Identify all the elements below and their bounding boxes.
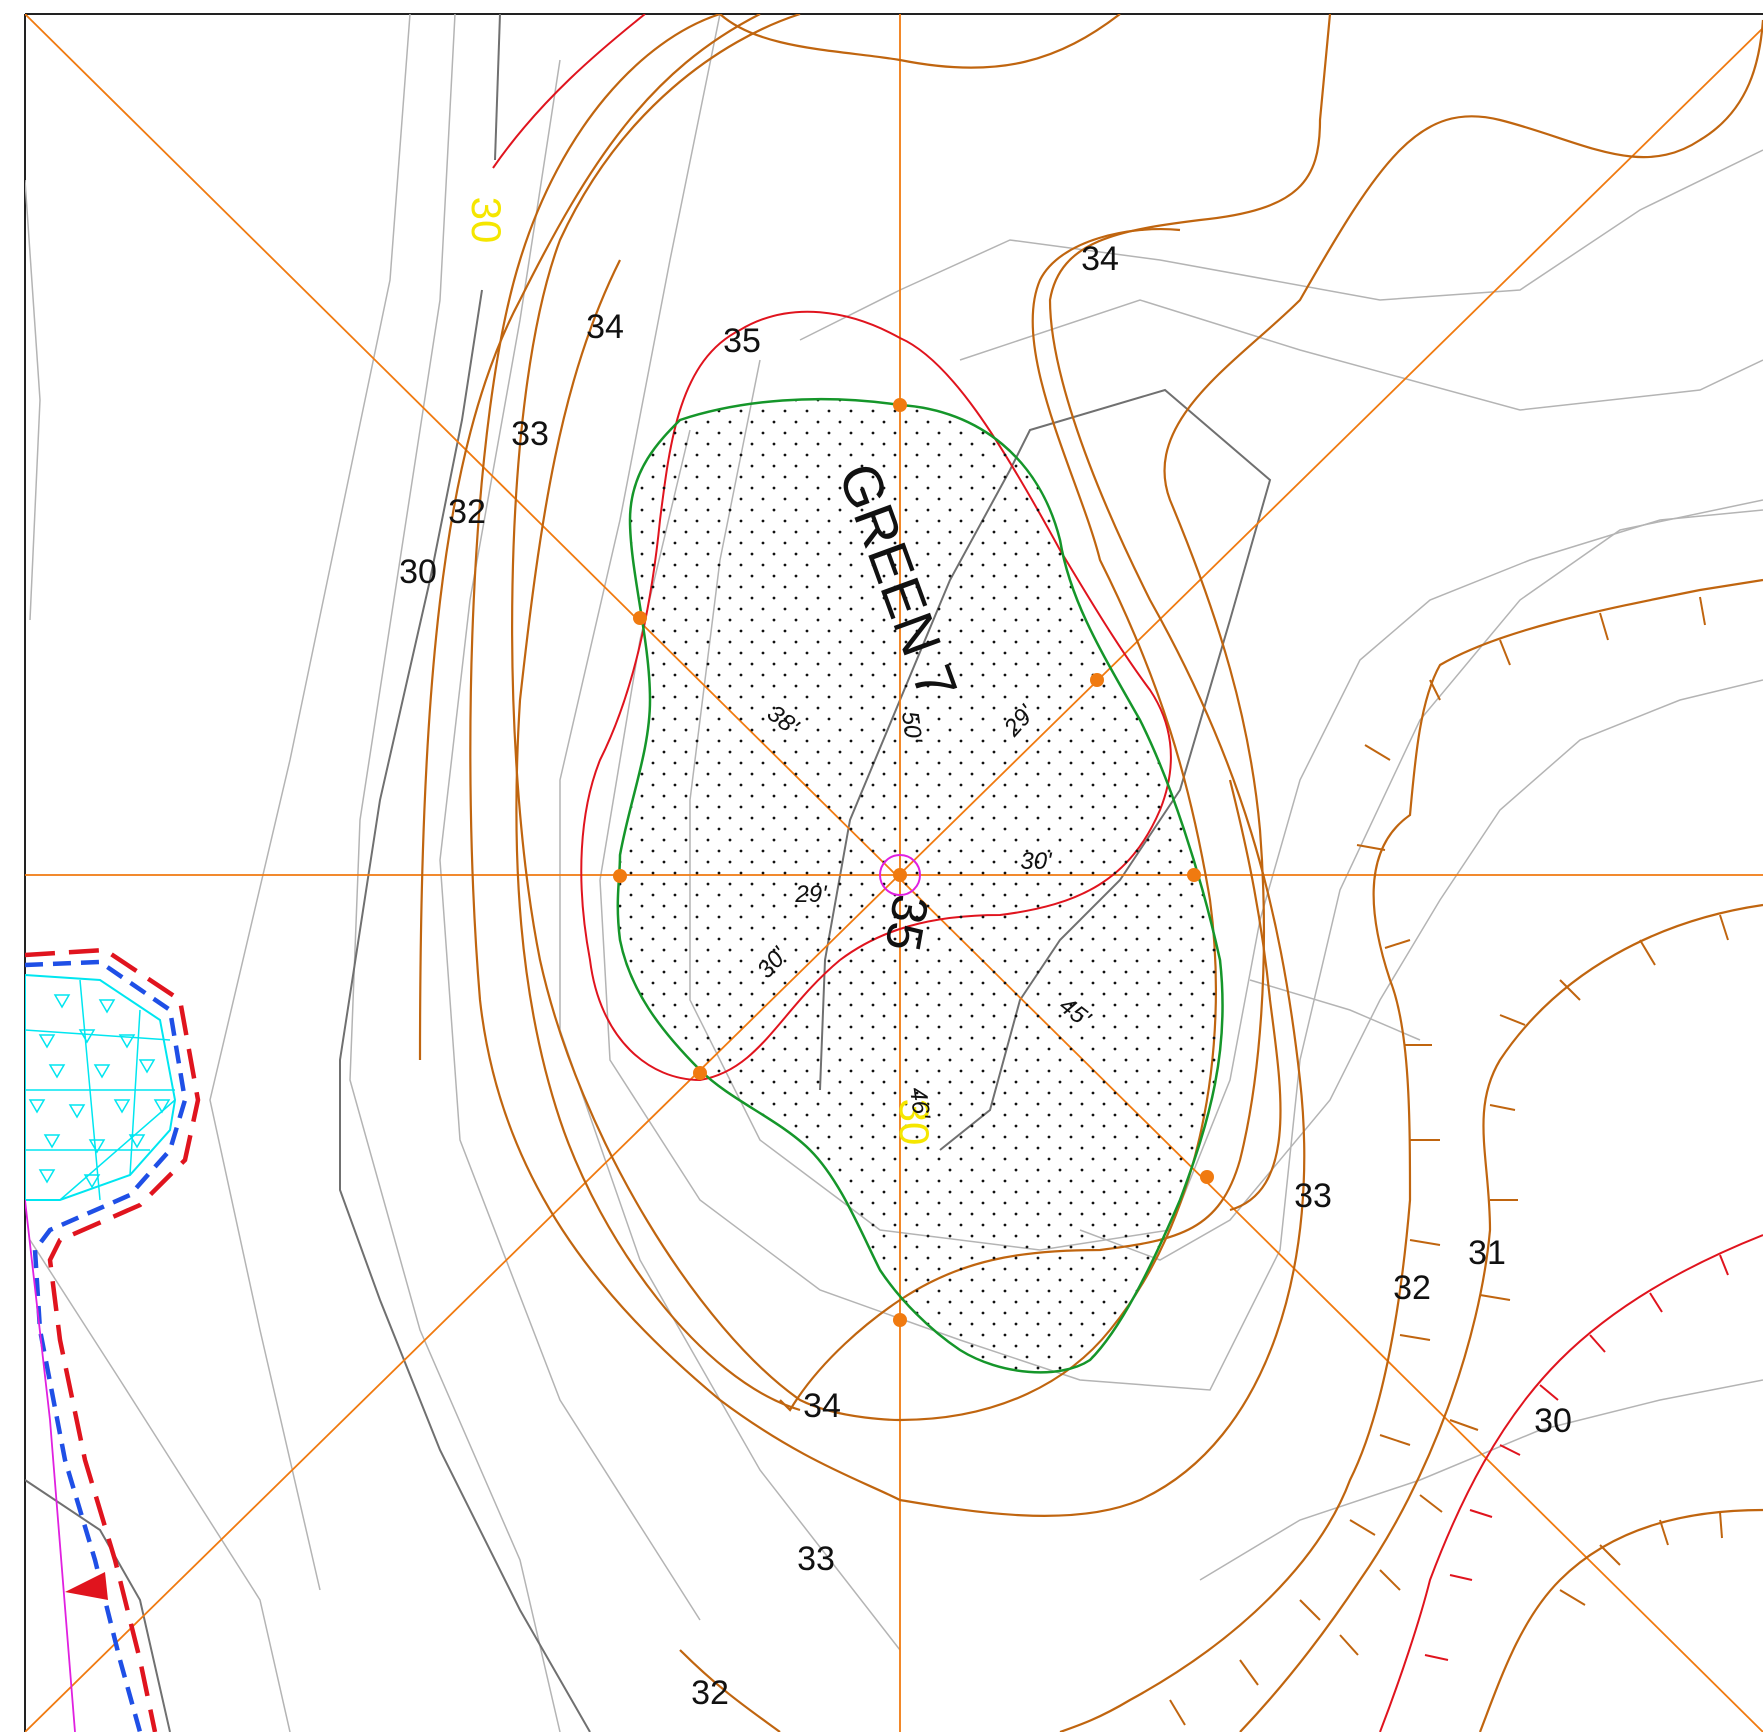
contour-label: 33	[511, 415, 549, 453]
contour-label: 34	[803, 1387, 841, 1425]
stake-point	[1200, 1170, 1214, 1184]
contour-label: 32	[691, 1674, 729, 1712]
contour-label: 30	[463, 197, 510, 244]
dimension-east: 30'	[1020, 848, 1053, 875]
pin-position-marker	[879, 854, 921, 896]
slope-ticks	[1169, 596, 1729, 1726]
contour-label: 33	[797, 1540, 835, 1578]
green-surface	[616, 397, 1224, 1374]
design-contours	[418, 14, 1763, 1732]
contour-label: 32	[1393, 1269, 1431, 1307]
dimension-west: 29'	[794, 881, 828, 908]
property-line	[25, 1199, 76, 1732]
stake-point	[1187, 868, 1201, 882]
stake-points	[613, 398, 1214, 1327]
contour-label: 30	[891, 1099, 938, 1146]
contour-label: 34	[1081, 240, 1119, 278]
stake-point	[633, 611, 647, 625]
dimension-south: 46'	[904, 1086, 935, 1122]
water-hazard	[25, 973, 177, 1201]
contour-labels: 30 30 34 35 34 33 32 30 33 31 32 30 34 3…	[399, 197, 1572, 1712]
stake-point	[893, 1313, 907, 1327]
contour-label: 33	[1294, 1177, 1332, 1215]
stake-point	[893, 398, 907, 412]
red-contour-ticks	[1424, 1254, 1729, 1661]
stake-point	[693, 1066, 707, 1080]
contour-label: 30	[1534, 1402, 1572, 1440]
hazard-boundary-red	[25, 947, 201, 1732]
contour-label: 31	[1468, 1234, 1506, 1272]
contour-label: 32	[448, 493, 486, 531]
existing-contours	[25, 14, 1763, 1732]
stake-point	[613, 869, 627, 883]
stake-point	[1090, 673, 1104, 687]
hazard-boundary-blue	[25, 959, 188, 1732]
green-center-number: 35	[874, 891, 939, 956]
dimension-north: 50'	[896, 710, 927, 746]
direction-arrow-icon	[65, 1572, 108, 1600]
contour-label: 34	[586, 308, 624, 346]
stake-point	[893, 868, 907, 882]
contour-label: 30	[399, 553, 437, 591]
contour-label: 35	[723, 322, 761, 360]
